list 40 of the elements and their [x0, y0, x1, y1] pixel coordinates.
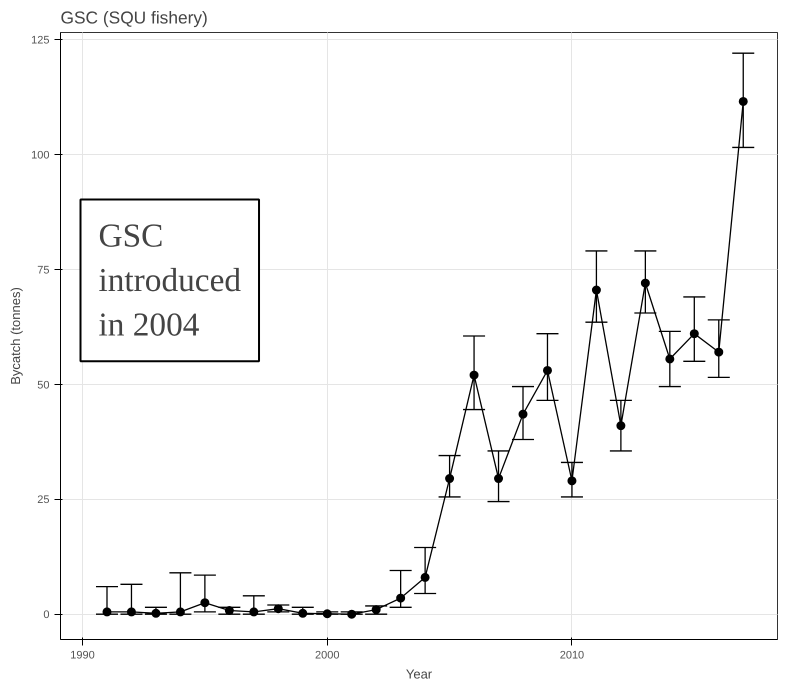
point — [396, 594, 406, 603]
point — [690, 329, 699, 338]
point — [322, 609, 332, 618]
point — [126, 607, 136, 616]
point — [298, 608, 308, 618]
point — [445, 474, 454, 484]
y-tick-label: 75 — [37, 264, 50, 276]
point — [567, 476, 576, 486]
point — [249, 607, 258, 616]
point — [494, 474, 504, 484]
point — [200, 598, 210, 608]
point — [274, 604, 283, 614]
point — [420, 572, 430, 582]
point — [372, 605, 381, 614]
y-tick-label: 100 — [31, 149, 50, 162]
point — [347, 610, 356, 619]
y-tick-label: 25 — [37, 494, 50, 506]
point — [151, 608, 160, 618]
x-tick-label: 2000 — [315, 650, 340, 662]
annotation: GSC introduced in 2004 — [98, 218, 242, 344]
point — [738, 96, 748, 106]
point — [714, 348, 724, 357]
y-tick-label: 125 — [31, 34, 50, 46]
x-tick-label: 1990 — [70, 650, 95, 662]
y-tick-label: 50 — [37, 379, 50, 392]
y-tick-label: 0 — [43, 609, 50, 622]
point — [224, 606, 234, 616]
x-tick-label: 2010 — [560, 650, 584, 662]
point — [616, 421, 626, 430]
point — [176, 607, 185, 616]
point — [542, 366, 552, 375]
point — [518, 410, 528, 419]
y-axis-title: Bycatch (tonnes) — [8, 287, 24, 385]
x-axis-title: Year — [406, 666, 433, 682]
point — [665, 354, 674, 364]
point — [592, 286, 601, 295]
point — [102, 607, 112, 616]
chart-title: GSC (SQU fishery) — [60, 8, 208, 28]
point — [470, 370, 479, 380]
point — [640, 278, 650, 288]
